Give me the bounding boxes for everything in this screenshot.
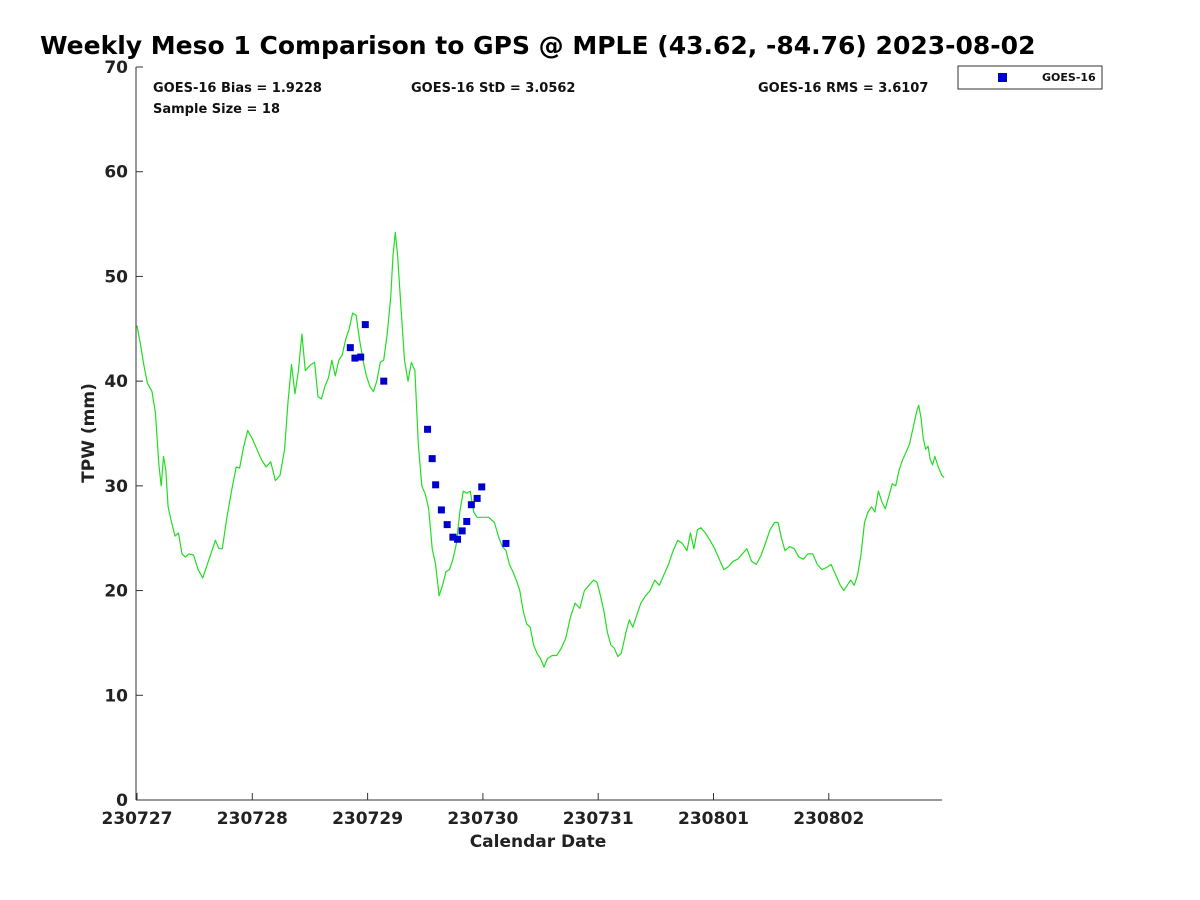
y-tick-label: 60 [104, 163, 128, 183]
chart-title: Weekly Meso 1 Comparison to GPS @ MPLE (… [40, 31, 1035, 60]
goes16-point [432, 481, 440, 489]
x-tick-label: 230802 [793, 809, 864, 829]
goes16-point [437, 506, 445, 514]
x-tick-label: 230730 [447, 809, 518, 829]
goes16-point [351, 354, 359, 362]
goes16-point [463, 517, 471, 525]
goes16-point [454, 535, 462, 543]
goes16-point [361, 321, 369, 329]
goes16-point [443, 521, 451, 529]
goes16-point [424, 425, 432, 433]
legend-entry-goes16: GOES-16 [1042, 71, 1096, 84]
y-tick-label: 30 [104, 477, 128, 497]
x-tick-label: 230727 [102, 809, 173, 829]
y-tick-label: 20 [104, 582, 128, 602]
goes16-point [449, 533, 457, 541]
x-tick-label: 230728 [217, 809, 288, 829]
x-axis-label: Calendar Date [470, 832, 607, 852]
gps-tpw-line [136, 231, 945, 668]
y-tick-label: 70 [104, 58, 128, 78]
x-ticks: 230727 230728 230729 230730 230731 230801 2308… [102, 793, 864, 829]
x-tick-label: 230729 [332, 809, 403, 829]
goes16-point [357, 353, 365, 361]
y-ticks: 0 10 20 30 40 50 60 70 [104, 58, 143, 811]
sample-size-stat: Sample Size = 18 [153, 102, 280, 117]
goes16-point [428, 455, 436, 463]
goes16-point [467, 501, 475, 509]
legend-marker [998, 73, 1007, 82]
goes16-point [473, 494, 481, 502]
series-layer [136, 231, 945, 668]
y-tick-label: 40 [104, 372, 128, 392]
goes16-point [478, 483, 486, 491]
y-tick-label: 50 [104, 267, 128, 287]
goes16-point [380, 377, 388, 385]
bias-stat: GOES-16 Bias = 1.9228 [153, 81, 322, 96]
rms-stat: GOES-16 RMS = 3.6107 [758, 81, 928, 96]
legend: GOES-16 [957, 65, 1103, 90]
goes16-point [458, 527, 466, 535]
y-axis-label: TPW (mm) [79, 383, 99, 483]
std-stat: GOES-16 StD = 3.0562 [411, 81, 575, 96]
x-tick-label: 230731 [563, 809, 634, 829]
legend-box [957, 65, 1103, 90]
goes16-point [346, 344, 354, 352]
goes16-point [502, 539, 510, 547]
y-tick-label: 10 [104, 686, 128, 706]
x-tick-label: 230801 [678, 809, 749, 829]
plot-frame [136, 67, 942, 800]
y-tick-label: 0 [116, 791, 128, 811]
